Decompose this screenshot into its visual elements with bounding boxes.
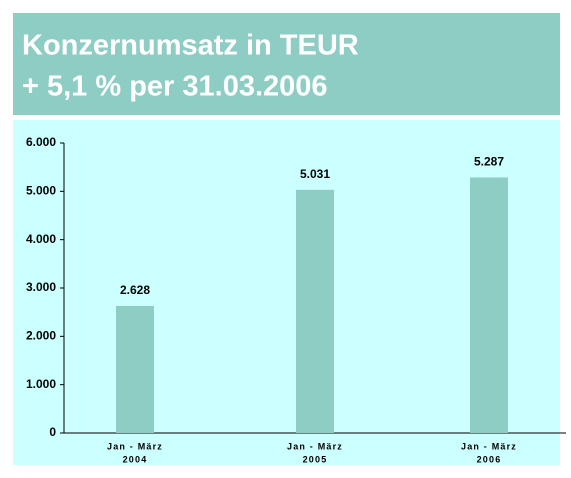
- value-label: 2.628: [120, 283, 150, 297]
- bar: [296, 189, 334, 433]
- y-tick-label: 5.000: [26, 184, 56, 198]
- value-label: 5.031: [300, 167, 330, 181]
- y-tick-label: 0: [49, 425, 56, 439]
- x-tick-label: Jan - März: [287, 441, 343, 451]
- y-tick-label: 3.000: [26, 280, 56, 294]
- y-tick-label: 2.000: [26, 329, 56, 343]
- plot-background: [13, 120, 560, 465]
- x-tick-label: 2004: [123, 454, 148, 464]
- header-box: [13, 13, 560, 115]
- value-label: 5.287: [474, 155, 504, 169]
- chart-subtitle: + 5,1 % per 31.03.2006: [22, 71, 328, 103]
- x-tick-label: Jan - März: [461, 441, 517, 451]
- x-tick-label: Jan - März: [107, 441, 163, 451]
- bar: [116, 305, 154, 433]
- y-tick-label: 4.000: [26, 232, 56, 246]
- chart-title: Konzernumsatz in TEUR: [22, 30, 359, 62]
- y-tick-label: 6.000: [26, 135, 56, 149]
- x-tick-label: 2006: [477, 454, 502, 464]
- bar: [470, 177, 508, 433]
- y-tick-label: 1.000: [26, 377, 56, 391]
- x-tick-label: 2005: [303, 454, 328, 464]
